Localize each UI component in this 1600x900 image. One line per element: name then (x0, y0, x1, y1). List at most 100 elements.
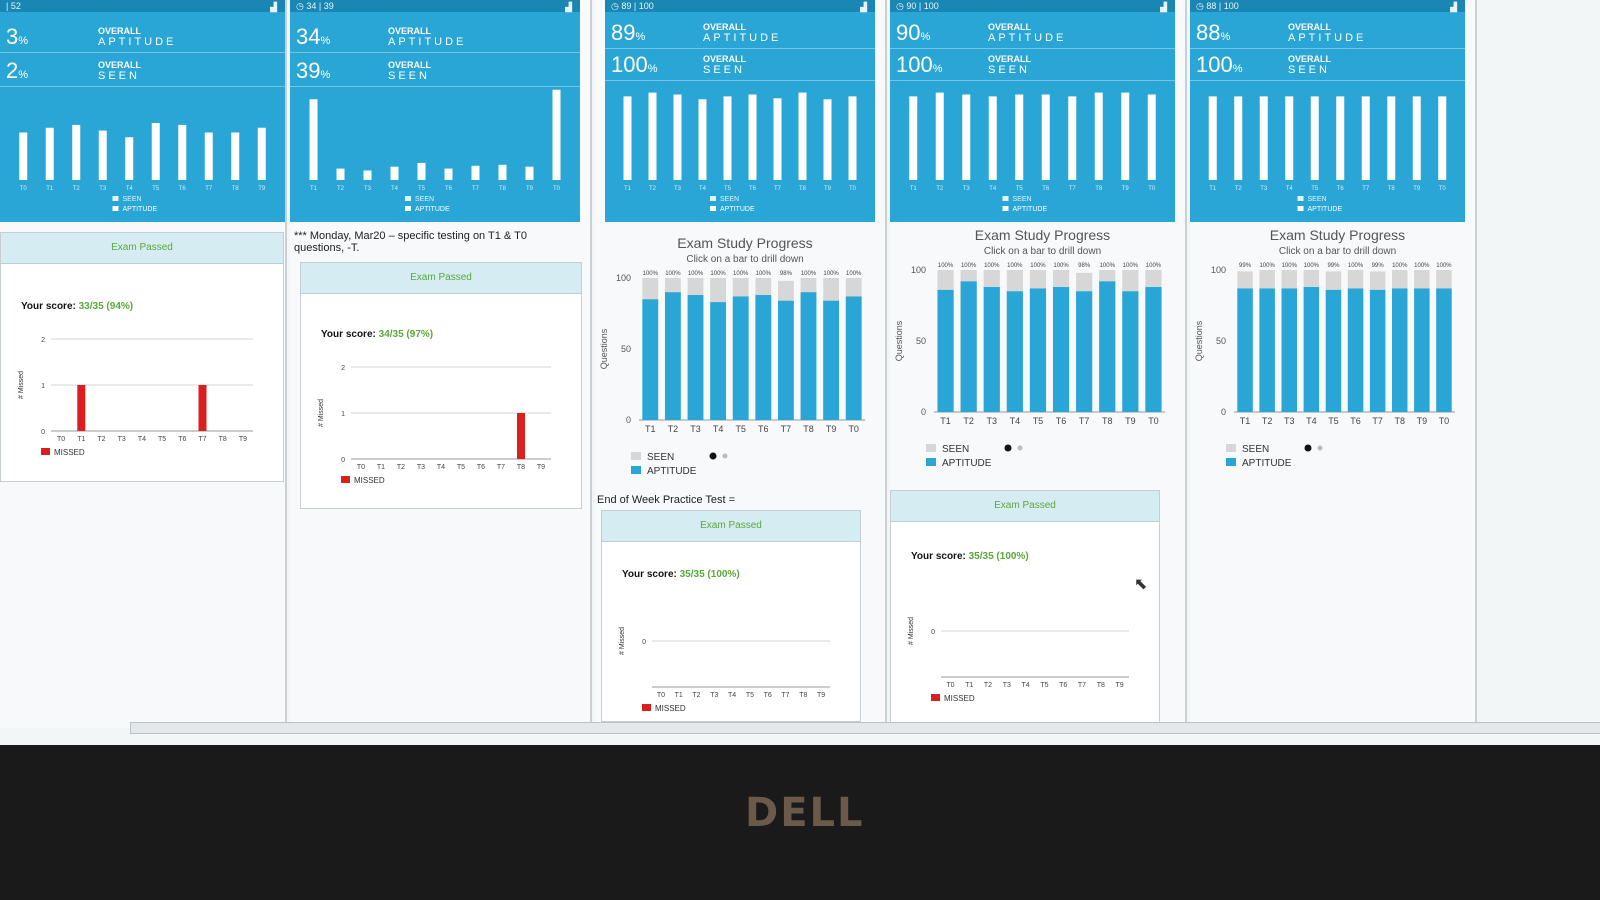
seen-data-label: 100% (1146, 263, 1162, 269)
mini-tick-label: T5 (1311, 186, 1319, 192)
overall-label: OVERALL (388, 60, 432, 70)
missed-chart[interactable]: 0 # Missed T0 T1 T2 T3 T4 T5 T6 T7 T8 T9 MISSED (602, 597, 860, 717)
overall-label: OVERALL (1288, 22, 1332, 32)
overall-label: OVERALL (388, 26, 432, 36)
mini-bar (1387, 96, 1396, 180)
summary-panel[interactable]: ◷ 88 | 100 ▟ 88% OVERALL APTITUDE 100% O… (1190, 0, 1465, 222)
score-points: 34/35 (378, 329, 404, 340)
mini-bar (309, 99, 318, 180)
percent-sign: % (1232, 63, 1243, 75)
aptitude-bar (823, 300, 840, 420)
mini-bar-chart[interactable]: T1 T2 T3 T4 T5 T6 T7 T8 T9 T0 SEEN APTITUDE (290, 80, 580, 220)
x-tick-label: T5 (735, 424, 746, 434)
mini-bar (962, 94, 971, 180)
percent-sign: % (320, 69, 331, 81)
browser-screen: | 52 ▟ 3% OVERALL APTITUDE 2% OVERALL SE… (0, 0, 1600, 745)
exam-result-card: Exam Passed Your score: 35/35 (100%) 0 # … (890, 490, 1160, 724)
seen-data-label: 100% (1007, 263, 1023, 269)
summary-header: ◷ 90 | 100 ▟ (890, 0, 1175, 12)
summary-panel[interactable]: ◷ 89 | 100 ▟ 89% OVERALL APTITUDE 100% O… (605, 0, 875, 222)
mini-bar (909, 96, 918, 180)
chart-icon[interactable]: ▟ (1160, 2, 1167, 12)
chart-icon[interactable]: ▟ (860, 2, 867, 12)
summary-panel[interactable]: | 52 ▟ 3% OVERALL APTITUDE 2% OVERALL SE… (0, 0, 285, 222)
exam-study-progress-chart[interactable]: Exam Study Progress Click on a bar to dri… (1190, 222, 1475, 482)
legend-label-seen: SEEN (647, 452, 674, 463)
aptitude-value: 90 (896, 20, 921, 45)
aptitude-bar (710, 302, 727, 420)
mini-tick-label: T5 (1016, 186, 1024, 192)
legend-label-aptitude: APTITUDE (123, 206, 158, 213)
mini-tick-label: T9 (258, 186, 266, 192)
legend-swatch-seen (631, 452, 641, 460)
x-tick-label: T1 (940, 416, 951, 426)
mini-tick-label: T9 (1413, 186, 1421, 192)
mini-tick-label: T6 (1337, 186, 1345, 192)
summary-panel[interactable]: ◷ 90 | 100 ▟ 90% OVERALL APTITUDE 100% O… (890, 0, 1175, 222)
mini-tick-label: T4 (699, 186, 707, 192)
y-tick-label: 100 (1211, 265, 1226, 275)
exam-result-card: Exam Passed Your score: 33/35 (94%) 0 1 2 #… (0, 232, 284, 482)
x-tick-label: T7 (1078, 682, 1086, 689)
mini-tick-label: T4 (391, 186, 399, 192)
aptitude-bar (755, 295, 772, 420)
mini-bar (1438, 96, 1447, 180)
mini-bar (471, 165, 480, 180)
clock-icon: ◷ (611, 1, 619, 11)
exam-study-progress-chart[interactable]: Exam Study Progress Click on a bar to dri… (890, 222, 1185, 482)
y-tick-label: 0 (1221, 407, 1226, 417)
seen-data-label: 100% (961, 263, 977, 269)
mini-bar (204, 132, 213, 180)
mini-bar (1041, 94, 1050, 180)
mini-bar (363, 170, 372, 180)
mini-bar-chart[interactable]: T1 T2 T3 T4 T5 T6 T7 T8 T9 T0 SEEN APTITUDE (1190, 80, 1465, 220)
mini-bar (72, 124, 81, 180)
summary-header-text: | 52 (6, 1, 21, 11)
legend-label-aptitude: APTITUDE (1308, 206, 1343, 213)
missed-chart[interactable]: 0 1 2 # Missed T0 T1 T2 T3 T4 T5 T6 T7 T8 T9 MISSED (301, 359, 581, 499)
seen-data-label: 100% (823, 271, 839, 277)
aptitude-bar (1369, 289, 1386, 412)
legend-swatch-aptitude (405, 206, 411, 211)
x-tick-label: T8 (517, 464, 525, 471)
aptitude-bar (687, 295, 704, 420)
percent-sign: % (647, 63, 658, 75)
chart-icon[interactable]: ▟ (1450, 2, 1457, 12)
mini-tick-label: T0 (1148, 186, 1156, 192)
exam-passed-header: Exam Passed (1, 233, 283, 264)
missed-chart[interactable]: 0 1 2 # Missed T0 T1 T2 T3 T4 T5 T6 T7 T8 T9 MISSED (1, 331, 283, 471)
y-axis-label: # Missed (619, 627, 626, 655)
x-tick-label: T9 (1417, 416, 1428, 426)
chart-icon[interactable]: ▟ (270, 2, 277, 12)
seen-stat: 100% OVERALL SEEN (605, 50, 875, 81)
mini-bar-chart[interactable]: T1 T2 T3 T4 T5 T6 T7 T8 T9 T0 SEEN APTITUDE (605, 80, 875, 220)
legend-swatch-missed (41, 448, 50, 455)
horizontal-scrollbar[interactable] (130, 722, 1600, 734)
exam-study-progress-chart[interactable]: Exam Study Progress Click on a bar to dri… (595, 230, 885, 490)
dashboard-column-5: ◷ 88 | 100 ▟ 88% OVERALL APTITUDE 100% O… (1190, 0, 1477, 728)
mini-bar-chart[interactable]: T1 T2 T3 T4 T5 T6 T7 T8 T9 T0 SEEN APTITUDE (890, 80, 1175, 220)
overall-label: OVERALL (988, 54, 1032, 64)
mini-tick-label: T6 (445, 186, 453, 192)
chart-icon[interactable]: ▟ (565, 2, 572, 12)
seen-value: 100 (611, 52, 648, 77)
legend-label-seen: SEEN (720, 196, 739, 203)
seen-data-label: 99% (1372, 263, 1385, 269)
mini-tick-label: T7 (472, 186, 480, 192)
mini-bar (1121, 92, 1130, 180)
seen-data-label: 100% (1030, 263, 1046, 269)
percent-sign: % (18, 69, 29, 81)
mini-tick-label: T1 (46, 186, 54, 192)
missed-chart[interactable]: 0 # Missed T0 T1 T2 T3 T4 T5 T6 T7 T8 T9 MISSED (891, 587, 1159, 707)
aptitude-bar (1281, 288, 1297, 412)
mini-tick-label: T5 (418, 186, 426, 192)
mini-bar (673, 94, 682, 180)
y-tick-label: 2 (341, 365, 345, 372)
x-tick-label: T9 (826, 424, 837, 434)
x-tick-label: T6 (764, 692, 772, 699)
mini-bar (19, 132, 28, 180)
mini-bar (390, 166, 399, 180)
score-label: Your score: (622, 569, 680, 580)
mini-bar-chart[interactable]: T0 T1 T2 T3 T4 T5 T6 T7 T8 T9 SEEN APTITUDE (0, 80, 285, 220)
summary-panel[interactable]: ◷ 34 | 39 ▟ 34% OVERALL APTITUDE 39% OVE… (290, 0, 580, 222)
